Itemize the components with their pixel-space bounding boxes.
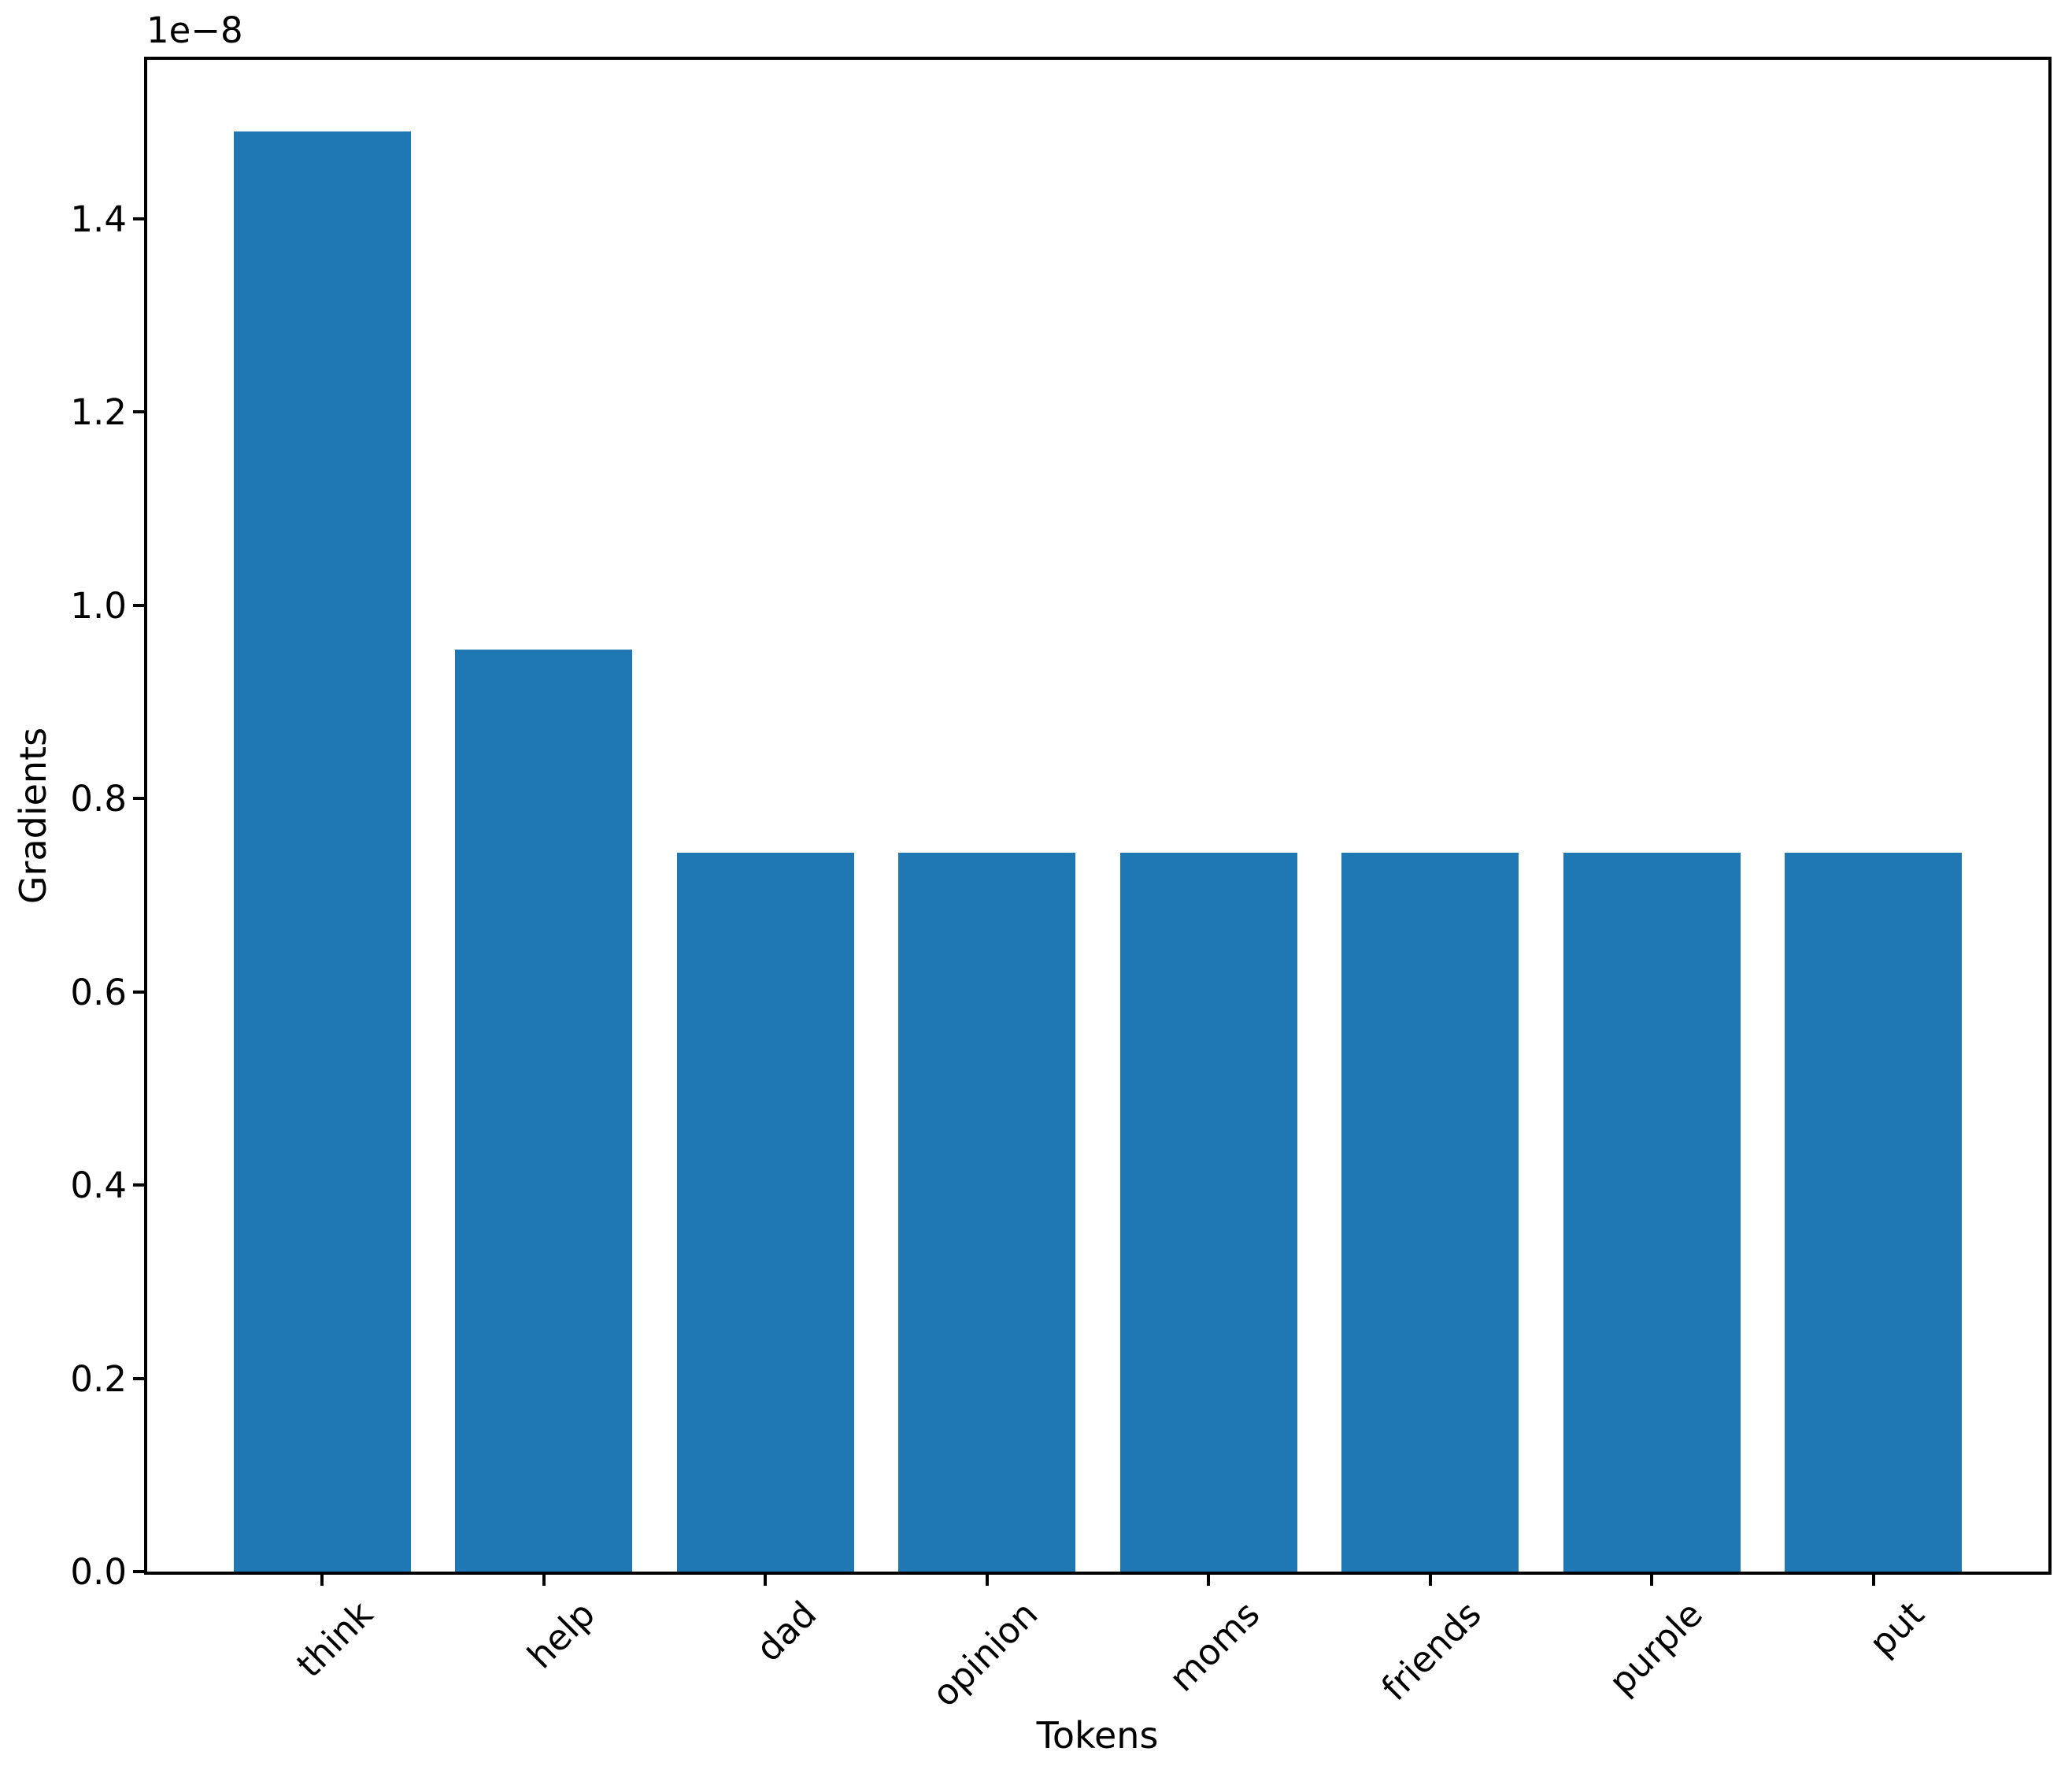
y-tick-mark bbox=[133, 1376, 144, 1380]
x-tick-mark bbox=[320, 1575, 324, 1586]
bar-dad bbox=[676, 852, 854, 1572]
plot-area: 0.0 0.2 0.4 0.6 0.8 1.0 1.2 1.4 think help dad opin… bbox=[70, 57, 2052, 1715]
x-tick-mark bbox=[764, 1575, 768, 1586]
x-tick-label-moms: moms bbox=[1160, 1593, 1267, 1700]
x-tick-mark bbox=[1207, 1575, 1211, 1586]
y-tick-mark bbox=[133, 410, 144, 414]
y-tick-label: 0.4 bbox=[70, 1165, 127, 1207]
x-tick-label-think: think bbox=[288, 1593, 382, 1686]
bar-moms bbox=[1119, 852, 1297, 1572]
y-tick-label: 0.8 bbox=[70, 778, 127, 820]
x-axis-label: Tokens bbox=[1036, 1714, 1159, 1757]
bar-friends bbox=[1341, 852, 1519, 1572]
y-axis-label: Gradients bbox=[12, 727, 54, 905]
y-tick-mark bbox=[133, 1570, 144, 1573]
x-tick-mark bbox=[985, 1575, 989, 1586]
x-tick-label-opinion: opinion bbox=[923, 1593, 1046, 1715]
y-tick-mark bbox=[133, 797, 144, 801]
y-tick-mark bbox=[133, 217, 144, 220]
y-tick-mark bbox=[133, 990, 144, 994]
y-tick-label: 0.0 bbox=[70, 1551, 127, 1593]
y-tick-mark bbox=[133, 603, 144, 607]
x-tick-label-dad: dad bbox=[747, 1593, 824, 1670]
x-tick-mark bbox=[1428, 1575, 1432, 1586]
bar-opinion bbox=[898, 852, 1076, 1572]
bar-put bbox=[1785, 852, 1963, 1572]
x-tick-mark bbox=[1650, 1575, 1654, 1586]
y-axis-offset-text: 1e−8 bbox=[146, 9, 243, 51]
x-tick-label-purple: purple bbox=[1600, 1593, 1711, 1703]
x-tick-mark bbox=[542, 1575, 546, 1586]
y-tick-label: 0.2 bbox=[70, 1357, 127, 1400]
y-tick-mark bbox=[133, 1183, 144, 1187]
x-tick-label-friends: friends bbox=[1373, 1593, 1489, 1709]
x-tick-label-put: put bbox=[1860, 1593, 1933, 1664]
bar-help bbox=[455, 650, 633, 1572]
y-tick-label: 1.2 bbox=[70, 391, 127, 434]
bar-think bbox=[233, 131, 411, 1572]
y-tick-label: 1.4 bbox=[70, 198, 127, 240]
y-tick-label: 0.6 bbox=[70, 971, 127, 1013]
y-tick-label: 1.0 bbox=[70, 584, 127, 627]
x-tick-label-help: help bbox=[519, 1593, 603, 1677]
bar-purple bbox=[1563, 852, 1741, 1572]
x-tick-mark bbox=[1871, 1575, 1875, 1586]
